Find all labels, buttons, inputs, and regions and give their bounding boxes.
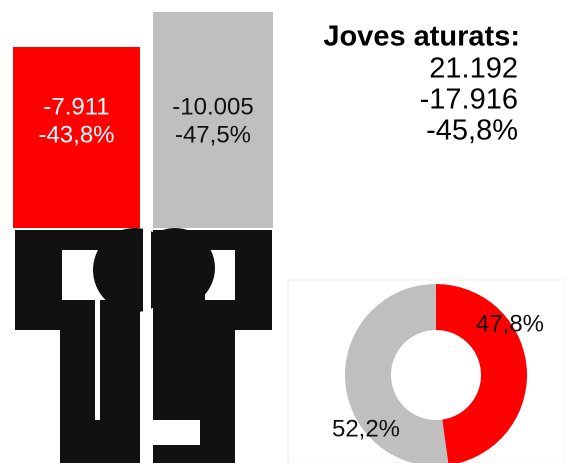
sign [153,12,273,228]
chart-frame [287,279,565,463]
donut-slice [345,284,449,463]
summary-line: -17.916 [420,84,518,116]
donut-label: 47,8% [476,310,544,337]
sign-text: -10.005 [172,93,253,120]
sign [13,47,140,228]
summary-line: -45,8% [426,115,518,147]
donut-label: 52,2% [332,415,400,442]
donut-slice [436,284,527,463]
summary-line: 21.192 [429,53,518,85]
silhouette [15,228,272,463]
sign-text: -47,5% [175,121,251,148]
summary-title: Joves aturats: [323,21,520,53]
sign-text: -7.911 [43,93,109,120]
sign-text: -43,8% [38,121,114,148]
